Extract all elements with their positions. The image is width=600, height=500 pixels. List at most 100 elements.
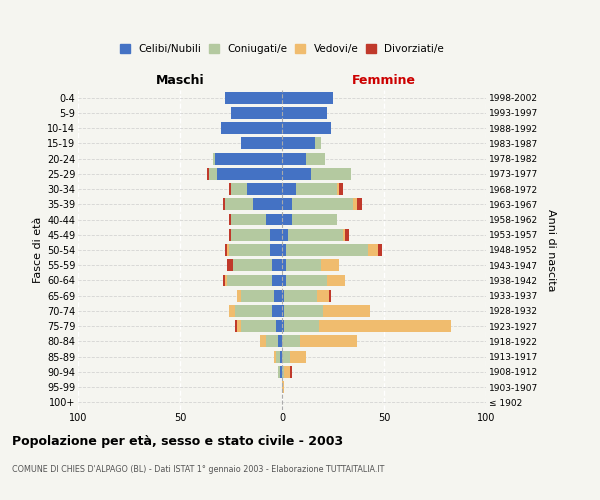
Bar — [274, 350, 276, 362]
Bar — [215, 152, 282, 164]
Bar — [288, 229, 343, 240]
Bar — [231, 183, 247, 195]
Bar — [206, 168, 209, 180]
Text: Femmine: Femmine — [352, 74, 416, 87]
Bar — [286, 274, 327, 286]
Bar — [229, 229, 231, 240]
Legend: Celibi/Nubili, Coniugati/e, Vedovi/e, Divorziati/e: Celibi/Nubili, Coniugati/e, Vedovi/e, Di… — [120, 44, 444, 54]
Bar — [282, 274, 286, 286]
Bar — [260, 336, 266, 347]
Bar — [212, 152, 215, 164]
Bar — [276, 350, 280, 362]
Bar — [284, 366, 290, 378]
Bar — [343, 229, 345, 240]
Bar — [225, 244, 227, 256]
Bar — [223, 274, 225, 286]
Bar — [241, 290, 274, 302]
Bar — [241, 138, 282, 149]
Bar — [368, 244, 378, 256]
Y-axis label: Anni di nascita: Anni di nascita — [547, 209, 556, 291]
Bar — [345, 229, 349, 240]
Bar — [282, 122, 331, 134]
Bar — [266, 214, 282, 226]
Bar — [282, 260, 286, 271]
Bar — [286, 260, 321, 271]
Bar — [284, 320, 319, 332]
Bar — [233, 260, 272, 271]
Bar — [235, 305, 272, 317]
Bar — [266, 336, 278, 347]
Bar — [301, 336, 358, 347]
Bar — [282, 229, 288, 240]
Text: Maschi: Maschi — [155, 74, 205, 87]
Bar — [221, 122, 282, 134]
Bar — [225, 274, 227, 286]
Bar — [282, 290, 284, 302]
Bar — [270, 244, 282, 256]
Bar — [225, 92, 282, 104]
Bar — [227, 244, 229, 256]
Bar — [229, 214, 231, 226]
Bar — [241, 320, 276, 332]
Bar — [307, 152, 325, 164]
Bar — [292, 198, 353, 210]
Text: COMUNE DI CHIES D'ALPAGO (BL) - Dati ISTAT 1° gennaio 2003 - Elaborazione TUTTAI: COMUNE DI CHIES D'ALPAGO (BL) - Dati IST… — [12, 465, 385, 474]
Bar — [209, 168, 217, 180]
Bar — [217, 168, 282, 180]
Bar — [282, 366, 284, 378]
Y-axis label: Fasce di età: Fasce di età — [32, 217, 43, 283]
Bar — [278, 366, 280, 378]
Bar — [323, 305, 370, 317]
Bar — [378, 244, 382, 256]
Bar — [282, 350, 290, 362]
Bar — [231, 229, 270, 240]
Bar — [282, 138, 314, 149]
Bar — [237, 290, 241, 302]
Bar — [229, 183, 231, 195]
Bar — [270, 229, 282, 240]
Bar — [280, 366, 282, 378]
Bar — [274, 290, 282, 302]
Bar — [286, 244, 368, 256]
Bar — [247, 183, 282, 195]
Bar — [339, 183, 343, 195]
Bar — [235, 320, 237, 332]
Bar — [253, 198, 282, 210]
Bar — [292, 214, 337, 226]
Bar — [282, 305, 284, 317]
Bar — [272, 305, 282, 317]
Bar — [327, 274, 345, 286]
Bar — [282, 183, 296, 195]
Bar — [296, 183, 337, 195]
Bar — [229, 244, 270, 256]
Bar — [282, 214, 292, 226]
Bar — [317, 290, 329, 302]
Bar — [278, 336, 282, 347]
Bar — [282, 381, 284, 393]
Bar — [282, 336, 301, 347]
Bar — [229, 305, 235, 317]
Bar — [282, 198, 292, 210]
Bar — [272, 274, 282, 286]
Bar — [227, 260, 233, 271]
Bar — [231, 214, 266, 226]
Bar — [353, 198, 358, 210]
Bar — [276, 320, 282, 332]
Bar — [272, 260, 282, 271]
Bar — [314, 138, 321, 149]
Bar — [337, 183, 339, 195]
Bar — [321, 260, 339, 271]
Bar — [284, 305, 323, 317]
Bar — [311, 168, 352, 180]
Bar — [282, 168, 311, 180]
Bar — [225, 198, 253, 210]
Bar — [280, 350, 282, 362]
Text: Popolazione per età, sesso e stato civile - 2003: Popolazione per età, sesso e stato civil… — [12, 435, 343, 448]
Bar — [231, 107, 282, 119]
Bar — [282, 107, 327, 119]
Bar — [227, 274, 272, 286]
Bar — [282, 152, 307, 164]
Bar — [290, 366, 292, 378]
Bar — [223, 198, 225, 210]
Bar — [282, 92, 333, 104]
